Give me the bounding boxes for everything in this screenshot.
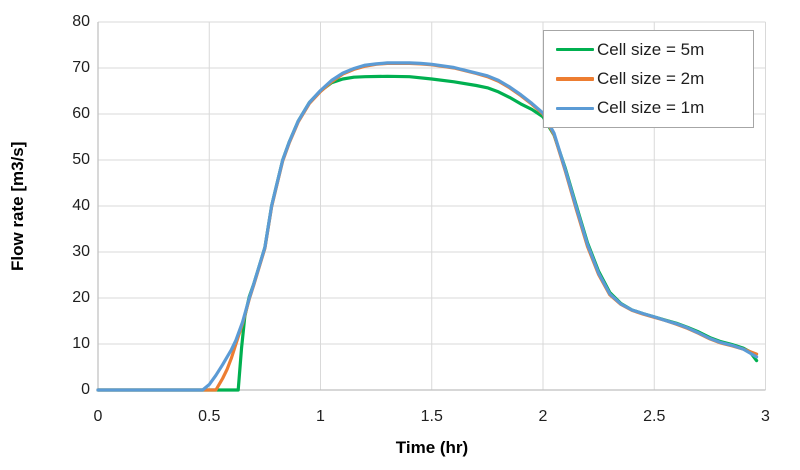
y-tick-label-60: 60 [72,105,90,122]
y-tick-label-50: 50 [72,151,90,168]
y-tick-label-10: 10 [72,335,90,352]
legend-item-cell-size-2m: Cell size = 2m [556,64,747,93]
legend-line-swatch-orange [556,77,594,81]
x-tick-label-2.5: 2.5 [643,408,666,425]
x-tick-label-1: 1 [316,408,325,425]
y-tick-label-70: 70 [72,59,90,76]
y-tick-label-20: 20 [72,289,90,306]
legend-line-swatch-blue [556,106,594,111]
x-tick-label-2: 2 [538,408,548,425]
x-axis-title: Time (hr) [395,438,469,457]
y-tick-label-30: 30 [72,243,90,260]
y-tick-label-80: 80 [72,13,90,30]
legend-label: Cell size = 5m [597,39,705,59]
legend-line-swatch-green [556,47,594,52]
x-tick-label-0: 0 [93,408,103,425]
legend-item-cell-size-5m: Cell size = 5m [556,35,747,64]
legend-label: Cell size = 2m [597,68,705,88]
legend-item-cell-size-1m: Cell size = 1m [556,94,747,123]
y-tick-label-40: 40 [72,197,90,214]
y-axis-title: Flow rate [m3/s] [8,141,27,271]
series-line-cell-size-1m [96,61,759,392]
x-tick-label-1.5: 1.5 [420,408,443,425]
x-tick-label-3: 3 [761,408,770,425]
legend-label: Cell size = 1m [597,98,705,118]
legend: Cell size = 5m Cell size = 2m Cell size … [543,30,754,128]
x-tick-label-0.5: 0.5 [198,408,221,425]
y-tick-label-0: 0 [81,381,90,398]
